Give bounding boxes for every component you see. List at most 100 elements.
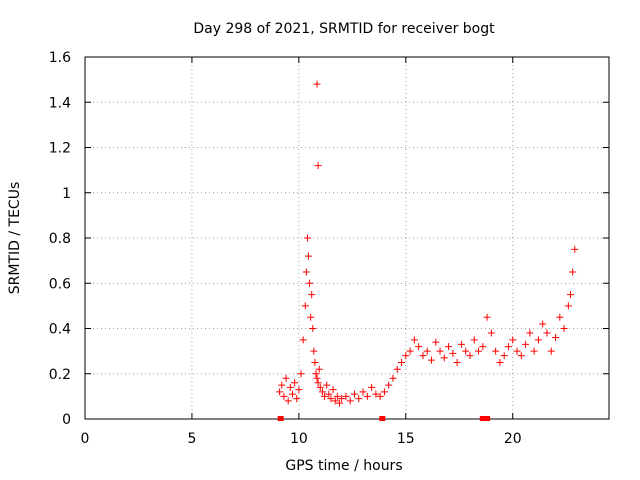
data-point (312, 370, 320, 378)
data-point (336, 399, 344, 407)
data-point (338, 395, 346, 403)
y-tick-label: 0.6 (49, 276, 71, 292)
gap-marker (379, 416, 386, 421)
gap-marker (484, 416, 491, 421)
data-point (402, 352, 410, 360)
data-point (310, 347, 318, 355)
x-tick-label: 0 (81, 431, 90, 447)
data-point (475, 347, 483, 355)
data-point (318, 388, 326, 396)
y-tick-label: 1.6 (49, 50, 71, 66)
data-point (305, 252, 313, 260)
data-point (293, 395, 301, 403)
data-point (323, 381, 331, 389)
data-point (560, 325, 568, 332)
data-point (286, 383, 294, 391)
data-point (280, 392, 288, 400)
data-point (415, 343, 423, 351)
data-point (342, 392, 350, 400)
data-point (569, 268, 577, 276)
data-point (552, 334, 560, 342)
data-point (453, 358, 461, 366)
grid (85, 57, 609, 419)
y-tick-label: 0.8 (49, 231, 71, 247)
data-point (288, 390, 296, 398)
data-point (466, 352, 474, 360)
data-point (297, 370, 305, 378)
y-tick-label: 1.2 (49, 141, 71, 157)
data-point (301, 302, 309, 310)
data-point (313, 80, 321, 88)
data-point (462, 347, 470, 355)
data-point (534, 336, 542, 344)
data-point (308, 291, 316, 299)
x-tick-label: 10 (290, 431, 308, 447)
data-point (496, 358, 504, 366)
data-point (530, 347, 538, 355)
data-point (427, 356, 435, 364)
data-point (556, 313, 564, 321)
data-point (539, 320, 547, 328)
x-axis-label: GPS time / hours (285, 458, 402, 474)
data-point (295, 386, 303, 394)
data-point (517, 352, 525, 360)
data-point (389, 374, 397, 382)
data-point (567, 291, 575, 299)
x-tick-label: 20 (504, 431, 522, 447)
data-point (299, 336, 307, 344)
data-point (483, 313, 491, 321)
data-point (500, 352, 508, 360)
data-point (282, 374, 290, 382)
data-point (440, 354, 448, 362)
data-point (449, 349, 457, 357)
data-point (291, 379, 299, 387)
data-point (513, 347, 521, 355)
data-point (436, 347, 444, 355)
data-point (571, 245, 579, 253)
x-tick-label: 15 (397, 431, 415, 447)
data-point (309, 325, 317, 332)
data-point (368, 383, 376, 391)
data-point (504, 343, 512, 351)
data-point (543, 329, 551, 337)
y-tick-label: 1 (62, 186, 71, 202)
data-point (359, 388, 367, 396)
data-point (564, 302, 572, 310)
data-point (419, 352, 427, 360)
data-point (492, 347, 500, 355)
data-point (350, 390, 358, 398)
data-point (316, 383, 324, 391)
data-point (306, 279, 314, 287)
data-point (276, 388, 284, 396)
axis-ticks: 0 0.2 0.4 0.6 0.8 1 1.2 1.4 1.6 0 5 10 15 20 (49, 50, 609, 447)
data-point (284, 397, 292, 405)
data-point (423, 347, 431, 355)
data-point (314, 379, 322, 387)
chart-title: Day 298 of 2021, SRMTID for receiver bog… (193, 21, 495, 37)
y-tick-label: 0.2 (49, 367, 71, 383)
data-point (376, 392, 384, 400)
gap-marker (277, 416, 284, 421)
data-point (470, 336, 478, 344)
data-point (307, 313, 315, 321)
data-point (325, 390, 333, 398)
data-point (372, 390, 380, 398)
data-point (329, 386, 337, 394)
data-point (457, 340, 465, 348)
data-point (315, 365, 323, 373)
data-point (526, 329, 534, 337)
data-point (278, 381, 286, 389)
data-point (393, 365, 401, 373)
data-point (327, 395, 335, 403)
data-point (479, 343, 487, 351)
data-point (380, 388, 388, 396)
data-point (547, 347, 555, 355)
data-point (445, 343, 453, 351)
data-point (432, 338, 440, 346)
data-points (276, 80, 579, 421)
data-point (355, 395, 363, 403)
data-point (346, 397, 354, 405)
data-point (398, 358, 406, 366)
y-tick-label: 0.4 (49, 322, 71, 338)
